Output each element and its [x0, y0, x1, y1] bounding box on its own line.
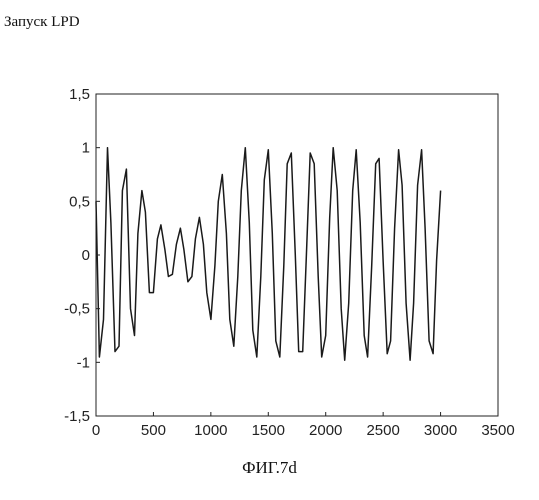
series-0-line: [96, 148, 441, 361]
chart: 0 500 1000 1500 2000 2500 3000 3500 1,5 1 0,5 0 -0,5…: [0, 0, 539, 455]
y-tick-label: 1,5: [69, 86, 90, 103]
figure-caption: ФИГ.7d: [0, 458, 539, 478]
y-tick-label: 1: [82, 140, 90, 157]
x-tick-label: 500: [141, 422, 166, 439]
x-tick-label: 1500: [252, 422, 285, 439]
x-tick-label: 3000: [424, 422, 457, 439]
y-tick-label: 0,5: [69, 193, 90, 210]
y-tick-label: 0: [82, 247, 90, 264]
y-tick-label: -1,5: [64, 408, 90, 425]
x-tick-label: 2000: [309, 422, 342, 439]
x-tick-label: 1000: [194, 422, 227, 439]
x-tick-label: 0: [92, 422, 100, 439]
y-tick-label: -1: [77, 354, 90, 371]
x-tick-label: 3500: [481, 422, 514, 439]
x-tick-label: 2500: [366, 422, 399, 439]
y-tick-label: -0,5: [64, 301, 90, 318]
